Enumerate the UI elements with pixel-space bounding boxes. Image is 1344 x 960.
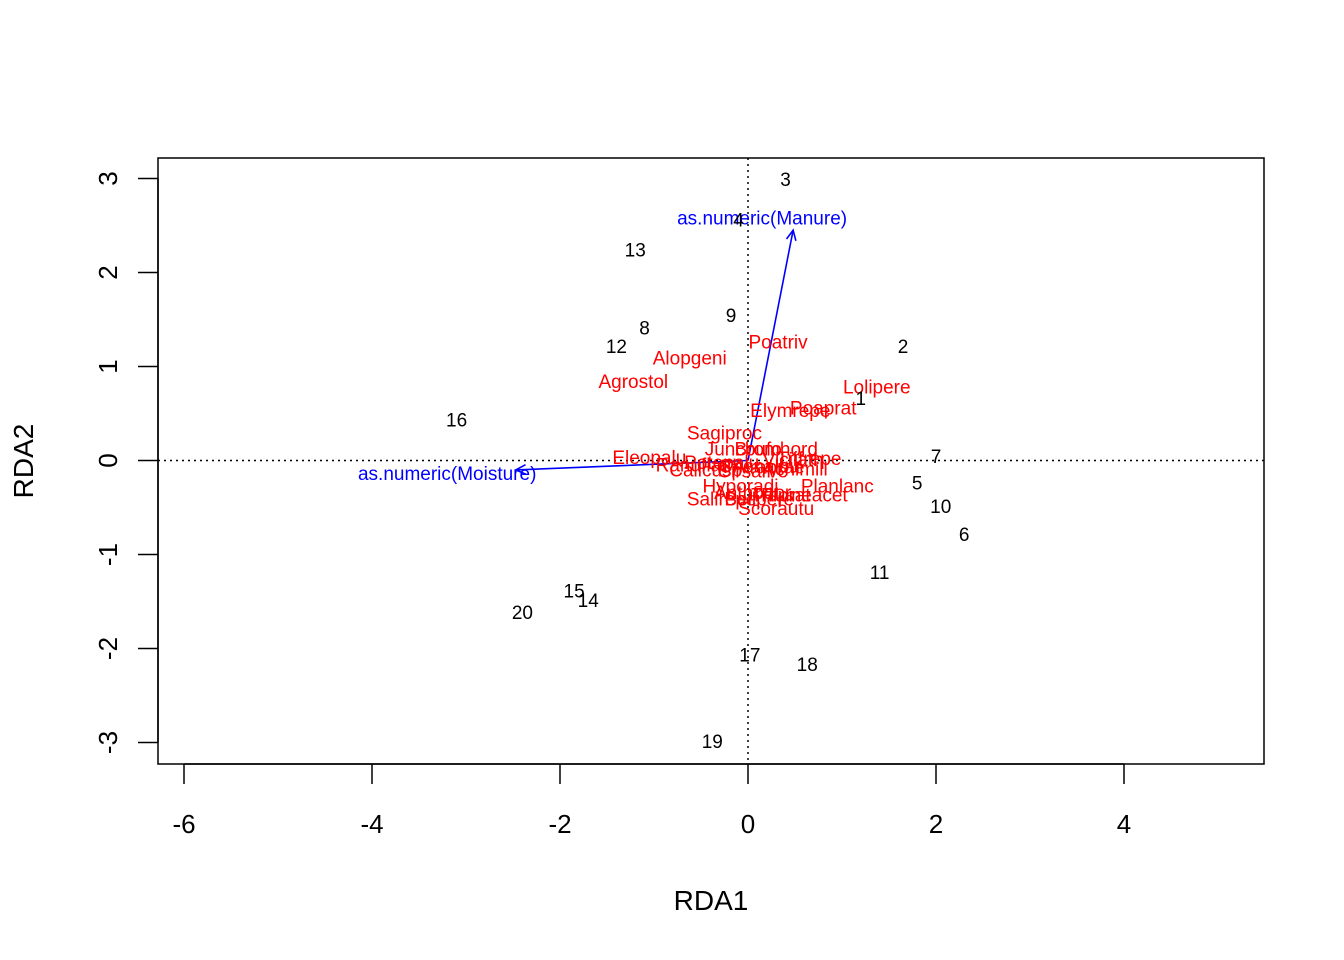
- species-label: Airaprae: [733, 458, 805, 479]
- species-label: Anthodor: [714, 483, 792, 504]
- species-label: Ranuflam: [656, 456, 737, 477]
- y-tick-label: -1: [93, 543, 123, 566]
- species-label: Rumeacet: [761, 486, 848, 507]
- species-label: Salirepe: [687, 489, 757, 510]
- site-label: 2: [898, 337, 909, 358]
- x-tick-label: 2: [929, 809, 943, 839]
- site-label: 3: [780, 170, 791, 191]
- species-label: Trifrepe: [777, 449, 842, 470]
- y-tick-label: -2: [93, 637, 123, 660]
- species-label: Hyporadi: [702, 476, 778, 497]
- site-label: 5: [912, 474, 923, 495]
- x-tick-label: -4: [360, 809, 383, 839]
- x-tick-label: 4: [1117, 809, 1131, 839]
- site-label: 16: [446, 411, 467, 432]
- site-label: 13: [625, 240, 646, 261]
- species-label: Bellpere: [724, 489, 794, 510]
- biplot-arrow-head: [513, 464, 527, 476]
- species-label: Poatriv: [749, 333, 809, 354]
- species-label: Potepalu: [684, 453, 759, 474]
- species-label: Vicilath: [763, 450, 824, 471]
- species-label: Trifprat: [751, 486, 811, 507]
- site-label: 15: [564, 582, 585, 603]
- site-label: 19: [702, 732, 723, 753]
- site-label: 17: [739, 646, 760, 667]
- x-tick-label: 0: [741, 809, 755, 839]
- site-label: 1: [856, 389, 867, 410]
- site-label: 18: [797, 655, 818, 676]
- site-label: 10: [930, 497, 951, 518]
- biplot-arrow-shaft: [515, 459, 749, 471]
- species-label: Poaprat: [790, 398, 857, 419]
- y-tick-label: 0: [93, 453, 123, 467]
- site-label: 14: [578, 591, 600, 612]
- zero-reference-lines: [158, 158, 1264, 764]
- species-label: Callcusp: [669, 460, 742, 481]
- site-label: 8: [639, 318, 650, 339]
- species-label: Elymrepe: [750, 401, 830, 422]
- species-label: Agrostol: [598, 372, 668, 393]
- species-label: Juncbufo: [705, 440, 782, 461]
- biplot-arrow-head: [785, 228, 797, 242]
- species-label: Bromhord: [734, 440, 817, 461]
- species-label: Alopgeni: [653, 348, 727, 369]
- species-label: Achimill: [762, 459, 827, 480]
- y-axis-label: RDA2: [8, 424, 39, 499]
- site-label: 12: [606, 337, 627, 358]
- x-axis-label: RDA1: [674, 885, 749, 916]
- site-label: 7: [931, 447, 942, 468]
- species-label: Sagiproc: [687, 424, 762, 445]
- species-label: Scorautu: [738, 499, 814, 520]
- y-tick-label: 1: [93, 359, 123, 373]
- biplot-arrow-shaft: [747, 230, 794, 461]
- biplot-arrows: as.numeric(Manure) as.numeric(Moisture): [358, 208, 847, 485]
- biplot-arrow-label: as.numeric(Moisture): [358, 464, 536, 485]
- y-tick-label: -3: [93, 731, 123, 754]
- species-label: Cirsarve: [717, 461, 788, 482]
- site-label: 4: [733, 210, 744, 231]
- y-tick-label: 3: [93, 171, 123, 185]
- x-tick-label: -6: [172, 809, 195, 839]
- x-tick-label: -2: [548, 809, 571, 839]
- species-label: Lolipere: [843, 378, 911, 399]
- site-label: 6: [959, 525, 970, 546]
- site-label: 9: [726, 306, 737, 327]
- x-axis: -6 -4 -2 0 2 4: [172, 763, 1131, 839]
- species-label: Eleopalu: [612, 448, 686, 469]
- site-label: 20: [512, 603, 533, 624]
- species-label: Chenalbu: [719, 457, 800, 478]
- species-label: Planlanc: [801, 476, 874, 497]
- site-label: 11: [870, 563, 890, 584]
- y-tick-label: 2: [93, 265, 123, 279]
- biplot-arrow-label: as.numeric(Manure): [677, 208, 847, 229]
- y-axis: -3 -2 -1 0 1 2 3: [93, 171, 159, 754]
